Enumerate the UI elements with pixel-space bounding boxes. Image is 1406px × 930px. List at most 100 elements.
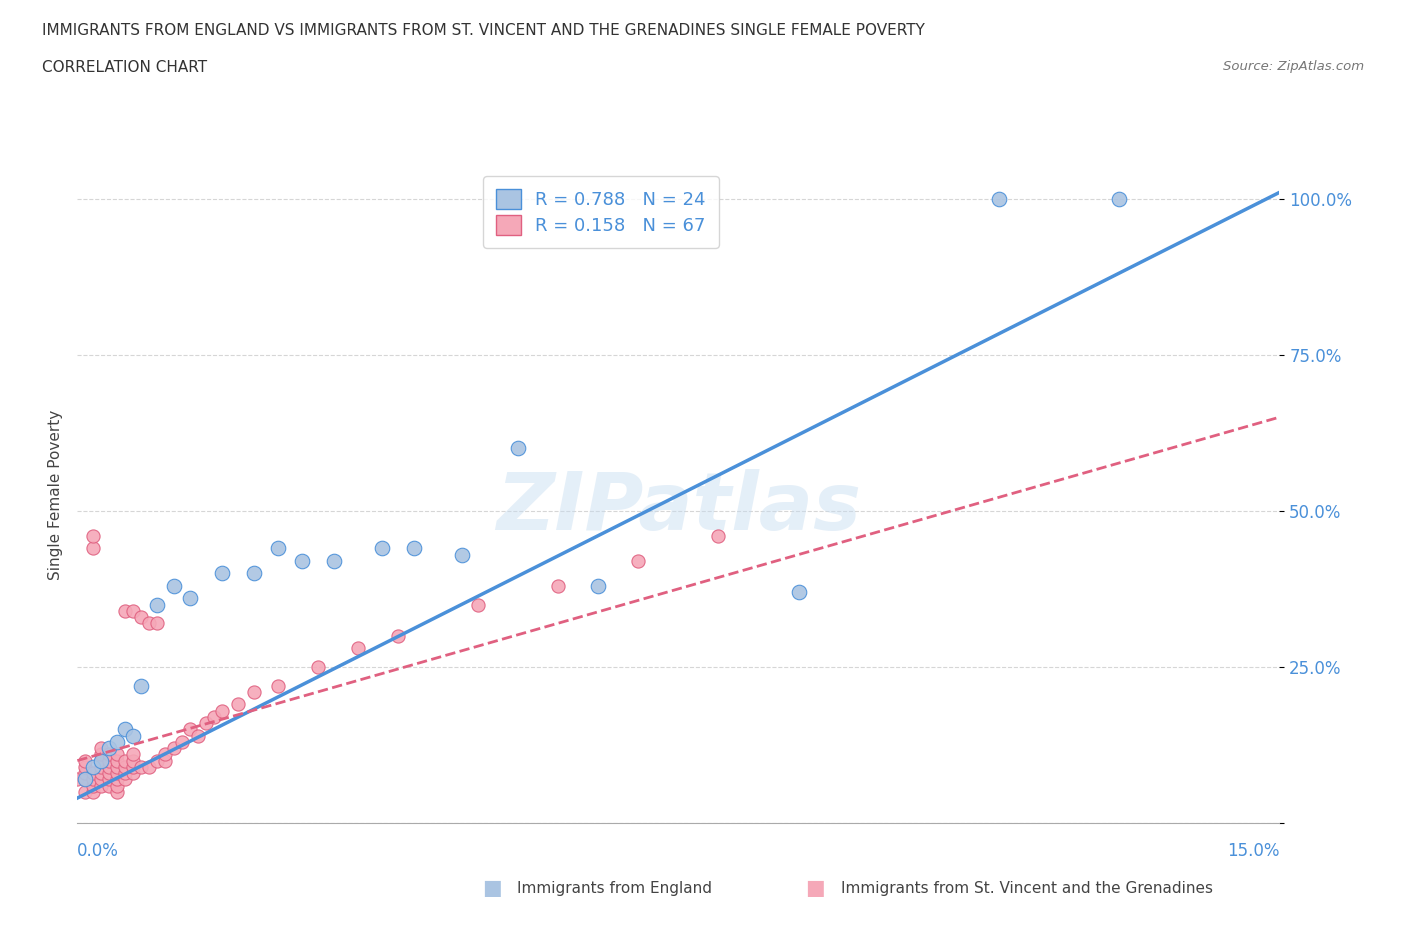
Point [267, 678, 290, 693]
Point [75, 784, 97, 799]
Text: ■: ■ [806, 878, 825, 898]
Point [707, 528, 730, 543]
Point [98, 740, 121, 755]
Point [75, 772, 97, 787]
Point [627, 553, 650, 568]
Point [107, 784, 129, 799]
Point [122, 765, 145, 780]
Point [451, 547, 474, 562]
Point [114, 760, 136, 775]
Point [90, 765, 112, 780]
Point [547, 578, 569, 593]
Point [90, 753, 112, 768]
Point [371, 541, 394, 556]
Point [508, 441, 530, 456]
Point [114, 722, 136, 737]
Point [146, 597, 169, 612]
Text: ■: ■ [482, 878, 502, 898]
Point [588, 578, 610, 593]
Point [107, 747, 129, 762]
Point [131, 760, 153, 775]
Point [211, 703, 233, 718]
Point [131, 678, 153, 693]
Point [242, 565, 264, 580]
Point [291, 553, 314, 568]
Point [162, 740, 184, 755]
Point [90, 747, 112, 762]
Y-axis label: Single Female Poverty: Single Female Poverty [48, 410, 63, 580]
Point [186, 728, 209, 743]
Point [131, 609, 153, 624]
Point [98, 747, 121, 762]
Point [138, 616, 160, 631]
Point [179, 722, 201, 737]
Point [194, 716, 217, 731]
Point [1108, 192, 1130, 206]
Point [114, 753, 136, 768]
Point [146, 753, 169, 768]
Point [114, 772, 136, 787]
Point [988, 192, 1011, 206]
Point [90, 753, 112, 768]
Point [114, 765, 136, 780]
Point [787, 585, 810, 600]
Point [90, 760, 112, 775]
Point [387, 629, 409, 644]
Point [211, 565, 233, 580]
Point [82, 778, 104, 793]
Point [107, 753, 129, 768]
Text: Source: ZipAtlas.com: Source: ZipAtlas.com [1223, 60, 1364, 73]
Point [402, 541, 425, 556]
Point [90, 778, 112, 793]
Point [107, 765, 129, 780]
Point [162, 578, 184, 593]
Point [82, 765, 104, 780]
Point [82, 528, 104, 543]
Point [179, 591, 201, 605]
Point [347, 641, 370, 656]
Text: ZIPatlas: ZIPatlas [496, 470, 860, 548]
Point [66, 772, 89, 787]
Point [98, 760, 121, 775]
Point [107, 735, 129, 750]
Point [242, 684, 264, 699]
Text: 15.0%: 15.0% [1227, 842, 1279, 860]
Point [155, 747, 177, 762]
Text: Immigrants from England: Immigrants from England [517, 881, 713, 896]
Point [98, 753, 121, 768]
Point [98, 778, 121, 793]
Text: Immigrants from St. Vincent and the Grenadines: Immigrants from St. Vincent and the Gren… [841, 881, 1213, 896]
Point [122, 747, 145, 762]
Point [107, 778, 129, 793]
Point [267, 541, 290, 556]
Point [307, 659, 329, 674]
Point [170, 735, 193, 750]
Text: 0.0%: 0.0% [77, 842, 120, 860]
Point [138, 760, 160, 775]
Point [114, 604, 136, 618]
Point [82, 772, 104, 787]
Point [146, 616, 169, 631]
Point [467, 597, 489, 612]
Point [90, 740, 112, 755]
Point [75, 772, 97, 787]
Legend: R = 0.788   N = 24, R = 0.158   N = 67: R = 0.788 N = 24, R = 0.158 N = 67 [484, 177, 718, 247]
Point [75, 760, 97, 775]
Point [122, 728, 145, 743]
Point [75, 753, 97, 768]
Point [122, 604, 145, 618]
Point [155, 753, 177, 768]
Point [122, 753, 145, 768]
Point [107, 772, 129, 787]
Point [82, 541, 104, 556]
Point [107, 760, 129, 775]
Point [82, 760, 104, 775]
Text: CORRELATION CHART: CORRELATION CHART [42, 60, 207, 75]
Point [98, 772, 121, 787]
Text: IMMIGRANTS FROM ENGLAND VS IMMIGRANTS FROM ST. VINCENT AND THE GRENADINES SINGLE: IMMIGRANTS FROM ENGLAND VS IMMIGRANTS FR… [42, 23, 925, 38]
Point [98, 765, 121, 780]
Point [75, 765, 97, 780]
Point [122, 760, 145, 775]
Point [322, 553, 344, 568]
Point [202, 710, 225, 724]
